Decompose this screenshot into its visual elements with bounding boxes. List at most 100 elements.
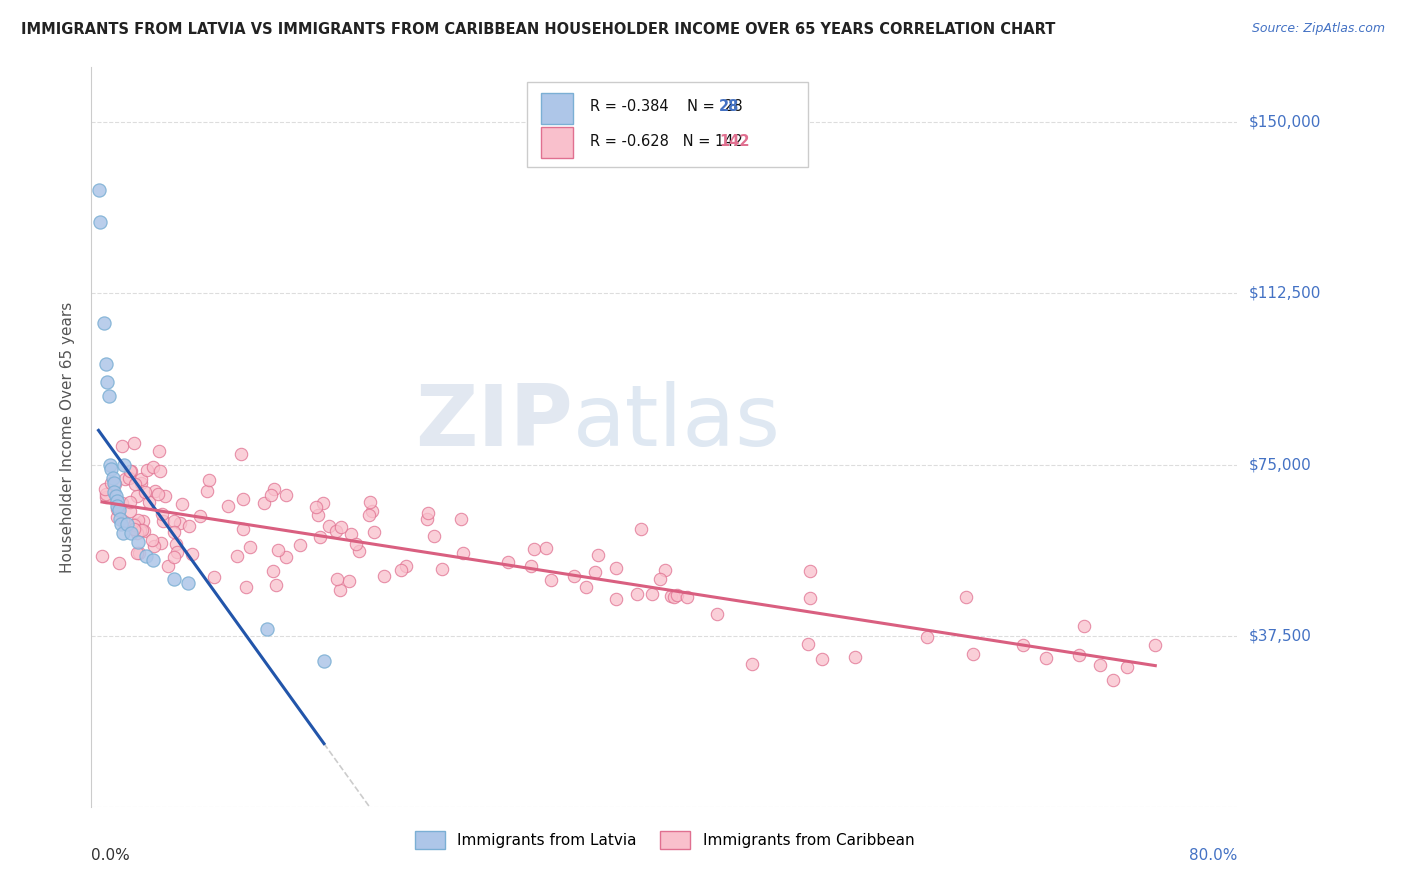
Point	[312, 496, 335, 510]
Point	[89, 215, 111, 229]
Point	[626, 587, 648, 601]
FancyBboxPatch shape	[540, 127, 572, 158]
Point	[105, 499, 128, 513]
Point	[120, 464, 142, 478]
Point	[430, 562, 453, 576]
Point	[797, 637, 820, 651]
Point	[163, 524, 186, 539]
Point	[169, 516, 191, 530]
Point	[305, 500, 328, 514]
Point	[165, 537, 187, 551]
Point	[1116, 660, 1139, 674]
Point	[131, 514, 153, 528]
Point	[239, 541, 262, 555]
Point	[363, 524, 385, 539]
Point	[94, 482, 117, 496]
Point	[523, 541, 546, 556]
Point	[389, 563, 412, 577]
Point	[157, 558, 180, 573]
Point	[422, 529, 444, 543]
Point	[150, 536, 173, 550]
Point	[118, 470, 141, 484]
Point	[498, 555, 520, 569]
Point	[654, 563, 676, 577]
Point	[373, 569, 395, 583]
Point	[231, 447, 253, 461]
Point	[87, 183, 110, 197]
Point	[105, 509, 128, 524]
Point	[256, 622, 278, 636]
Point	[96, 491, 118, 505]
Point	[111, 526, 134, 541]
Point	[111, 496, 134, 510]
Text: $37,500: $37,500	[1249, 628, 1312, 643]
Point	[217, 499, 239, 513]
Point	[177, 576, 200, 591]
Point	[98, 458, 121, 472]
Point	[197, 473, 219, 487]
Point	[120, 464, 142, 478]
Point	[155, 489, 177, 503]
Point	[253, 496, 276, 510]
Point	[105, 494, 128, 508]
Point	[263, 482, 285, 496]
Point	[915, 630, 938, 644]
Point	[232, 522, 254, 536]
Point	[112, 458, 135, 472]
Point	[120, 504, 142, 518]
Point	[127, 526, 149, 541]
Point	[605, 561, 627, 575]
Point	[339, 527, 361, 541]
Text: R = -0.384    N =  28: R = -0.384 N = 28	[591, 99, 742, 113]
Point	[232, 492, 254, 507]
Point	[107, 556, 129, 570]
Point	[129, 472, 152, 486]
Point	[163, 549, 186, 564]
Point	[104, 490, 127, 504]
Point	[188, 509, 211, 524]
Point	[395, 558, 418, 573]
Point	[180, 548, 202, 562]
Point	[142, 460, 165, 475]
Point	[1144, 638, 1167, 652]
Point	[120, 526, 142, 541]
Point	[122, 436, 145, 450]
Point	[262, 565, 284, 579]
Point	[135, 549, 157, 563]
Point	[260, 488, 283, 502]
Point	[799, 564, 821, 578]
Point	[344, 537, 367, 551]
Point	[100, 462, 122, 476]
Point	[129, 476, 152, 491]
Point	[416, 512, 439, 526]
Text: $150,000: $150,000	[1249, 114, 1322, 129]
Point	[641, 587, 664, 601]
Point	[101, 471, 124, 485]
Point	[799, 591, 821, 606]
Point	[605, 592, 627, 607]
Point	[586, 548, 609, 562]
Text: $75,000: $75,000	[1249, 457, 1312, 472]
Point	[540, 574, 562, 588]
Point	[104, 477, 127, 491]
Text: 0.0%: 0.0%	[91, 848, 131, 863]
Point	[127, 535, 149, 549]
Point	[307, 508, 329, 522]
Point	[163, 572, 186, 586]
Point	[152, 507, 174, 521]
Point	[288, 538, 311, 552]
Point	[135, 463, 157, 477]
Point	[128, 546, 150, 560]
Text: IMMIGRANTS FROM LATVIA VS IMMIGRANTS FROM CARIBBEAN HOUSEHOLDER INCOME OVER 65 Y: IMMIGRANTS FROM LATVIA VS IMMIGRANTS FRO…	[21, 22, 1056, 37]
FancyBboxPatch shape	[527, 82, 807, 167]
Point	[235, 580, 257, 594]
Point	[1067, 648, 1090, 663]
Point	[955, 590, 977, 604]
Point	[361, 503, 384, 517]
Point	[114, 472, 136, 486]
Point	[179, 519, 201, 533]
Text: ZIP: ZIP	[415, 381, 572, 464]
Point	[339, 574, 361, 589]
Point	[152, 514, 174, 528]
Point	[309, 530, 332, 544]
